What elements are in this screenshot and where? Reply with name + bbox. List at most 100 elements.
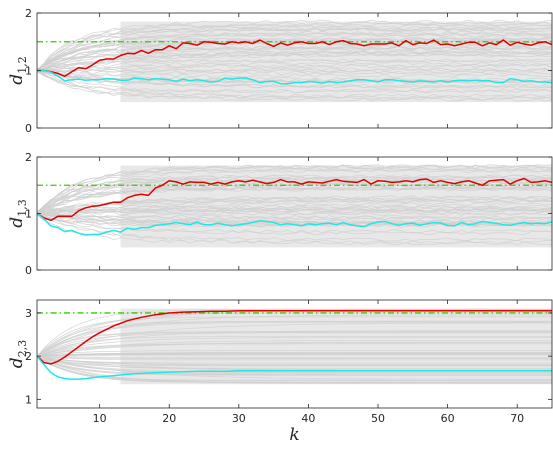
ensemble-line: [37, 187, 552, 215]
ensemble-line: [37, 67, 552, 72]
ensemble-line: [37, 174, 552, 215]
ensemble-line: [37, 19, 552, 73]
ensemble-line: [37, 52, 552, 73]
ensemble-line: [37, 69, 552, 74]
y-axis-label-p3: d2,3: [7, 340, 29, 368]
y-tick-label-p3: 2: [25, 350, 32, 363]
y-axis-label-main: d: [7, 217, 27, 228]
ensemble-line: [37, 335, 552, 357]
ensemble-line: [37, 355, 552, 369]
plot-area-p3: [37, 308, 552, 385]
series-line-p3-1: [37, 355, 552, 380]
ensemble-line: [37, 308, 552, 357]
ensemble-line: [37, 314, 552, 357]
ensemble-line: [37, 207, 552, 215]
ensemble-line: [37, 321, 552, 357]
plot-area-p2: [37, 164, 552, 248]
ensemble-line: [37, 64, 552, 73]
ensemble-line: [37, 211, 552, 246]
ensemble-line: [37, 176, 552, 214]
ensemble-line: [37, 355, 552, 359]
ensemble-line: [37, 63, 552, 73]
ensemble-line: [37, 58, 552, 71]
ensemble-line: [37, 354, 552, 357]
y-tick-label-p3: 1: [25, 393, 32, 406]
ensemble-line: [37, 321, 552, 357]
series-line-p1-1: [37, 69, 552, 85]
ensemble-line: [37, 168, 552, 215]
ensemble-line: [37, 355, 552, 380]
y-axis-label-sub: 2,3: [16, 340, 29, 358]
y-axis-label-p2: d1,3: [7, 199, 29, 227]
ensemble-line: [37, 355, 552, 382]
ensemble-line: [37, 205, 552, 215]
y-tick-label-p1: 0: [25, 122, 32, 135]
ensemble-line: [37, 39, 552, 71]
ensemble-line: [37, 355, 552, 384]
ensemble-line: [37, 69, 552, 94]
ensemble-line: [37, 214, 552, 244]
ensemble-line: [37, 70, 552, 82]
x-tick-label-p3: 30: [232, 412, 246, 425]
ensemble-line: [37, 211, 552, 216]
x-tick-label-p3: 60: [441, 412, 455, 425]
ensemble-line: [37, 164, 552, 214]
plot-area-p1: [37, 19, 552, 103]
ensemble-line: [37, 212, 552, 225]
ensemble-line: [37, 23, 552, 73]
ensemble-line: [37, 177, 552, 215]
ensemble-line: [37, 70, 552, 89]
ensemble-line: [37, 198, 552, 213]
ensemble-line: [37, 350, 552, 357]
ensemble-line: [37, 30, 552, 70]
ensemble-line: [37, 27, 552, 71]
x-tick-label-p3: 70: [510, 412, 524, 425]
y-axis-label-main: d: [7, 357, 27, 368]
subplot-p1: 0 1 2 d1,2: [7, 7, 553, 135]
y-tick-label-p2: 2: [25, 151, 32, 164]
ensemble-line: [37, 332, 552, 357]
ensemble-line: [37, 214, 552, 236]
ensemble-line: [37, 45, 552, 70]
ensemble-line: [37, 212, 552, 225]
ensemble-line: [37, 341, 552, 357]
ensemble-line: [37, 355, 552, 360]
y-tick-label-p1: 1: [25, 65, 32, 78]
ensemble-line: [37, 70, 552, 90]
ensemble-line: [37, 339, 552, 357]
y-axis-label-main: d: [7, 74, 27, 85]
y-tick-label-p2: 1: [25, 208, 32, 221]
subplot-p3: 1 2 3 10 20 30 40 50 60 70 d2,3 k: [7, 299, 553, 445]
ensemble-line: [37, 212, 552, 242]
ensemble-line: [37, 70, 552, 102]
y-tick-label-p3: 3: [25, 307, 32, 320]
ensemble-line: [37, 32, 552, 70]
series-line-p2-0: [37, 177, 552, 222]
ensemble-line: [37, 352, 552, 357]
ensemble-line: [37, 168, 552, 213]
ensemble-line: [37, 68, 552, 83]
x-tick-label-p3: 20: [162, 412, 176, 425]
y-axis-label-sub: 1,3: [16, 199, 29, 217]
ensemble-line: [37, 71, 552, 100]
ensemble-line: [37, 355, 552, 364]
y-tick-label-p1: 2: [25, 7, 32, 20]
series-line-p1-0: [37, 39, 552, 78]
ensemble-line: [37, 353, 552, 357]
x-tick-label-p3: 40: [301, 412, 315, 425]
ensemble-line: [37, 322, 552, 357]
ensemble-line: [37, 202, 552, 215]
ensemble-line: [37, 69, 552, 98]
ensemble-line: [37, 211, 552, 221]
ensemble-line: [37, 208, 552, 216]
axes-box-p3: [36, 299, 553, 409]
y-axis-label-sub: 1,2: [16, 56, 29, 74]
ensemble-line: [37, 70, 552, 76]
x-tick-label-p3: 50: [371, 412, 385, 425]
series-line-p3-0: [37, 310, 552, 365]
ensemble-line: [37, 355, 552, 375]
ensemble-line: [37, 70, 552, 78]
x-axis-label-p3: k: [289, 425, 299, 445]
ensemble-line: [37, 21, 552, 70]
